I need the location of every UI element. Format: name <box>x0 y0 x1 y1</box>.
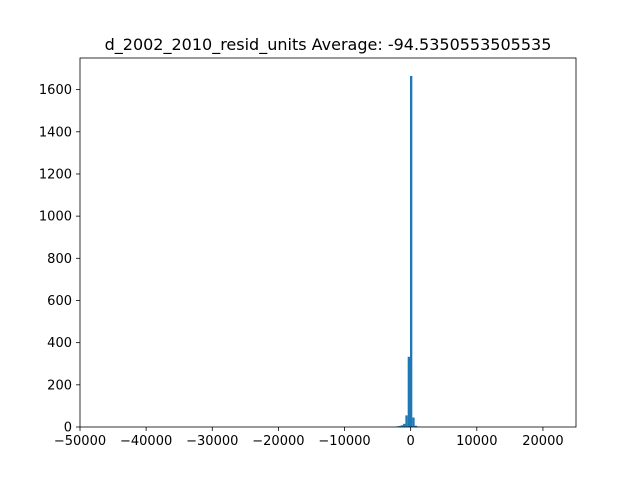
x-axis-ticks: −50000 −40000 −30000 −20000 −10000 0 10000 2000… <box>54 427 564 449</box>
y-tick-label: 200 <box>47 378 72 393</box>
histogram-bar-3 <box>403 423 406 427</box>
histogram-bar-4 <box>405 415 408 427</box>
x-tick-label: 10000 <box>456 434 497 449</box>
y-tick-label: 1000 <box>39 210 72 225</box>
x-tick-label: −20000 <box>252 434 304 449</box>
histogram-bar-1 <box>398 425 401 427</box>
y-tick-label: 400 <box>47 336 72 351</box>
x-tick-label: 20000 <box>522 434 563 449</box>
histogram-bar-6 <box>410 75 413 428</box>
x-tick-label: 0 <box>407 434 415 449</box>
histogram-bar-8 <box>414 425 417 427</box>
histogram-bar-2 <box>400 425 404 427</box>
histogram-bar-5 <box>407 356 411 427</box>
chart-title: d_2002_2010_resid_units Average: -94.535… <box>105 35 552 55</box>
y-tick-label: 800 <box>47 252 72 267</box>
x-tick-label: −10000 <box>318 434 370 449</box>
x-tick-label: −50000 <box>54 434 106 449</box>
bars-group <box>396 75 420 428</box>
y-tick-label: 1200 <box>39 167 72 182</box>
y-axis-ticks: 0 200 400 600 800 1000 1200 1400 1600 <box>39 83 80 436</box>
histogram-bar-7 <box>412 417 415 427</box>
plot-frame <box>79 57 577 428</box>
x-tick-label: −40000 <box>120 434 172 449</box>
y-tick-label: 0 <box>64 421 72 436</box>
y-tick-label: 600 <box>47 294 72 309</box>
x-tick-label: −30000 <box>186 434 238 449</box>
y-tick-label: 1600 <box>39 83 72 98</box>
y-tick-label: 1400 <box>39 125 72 140</box>
